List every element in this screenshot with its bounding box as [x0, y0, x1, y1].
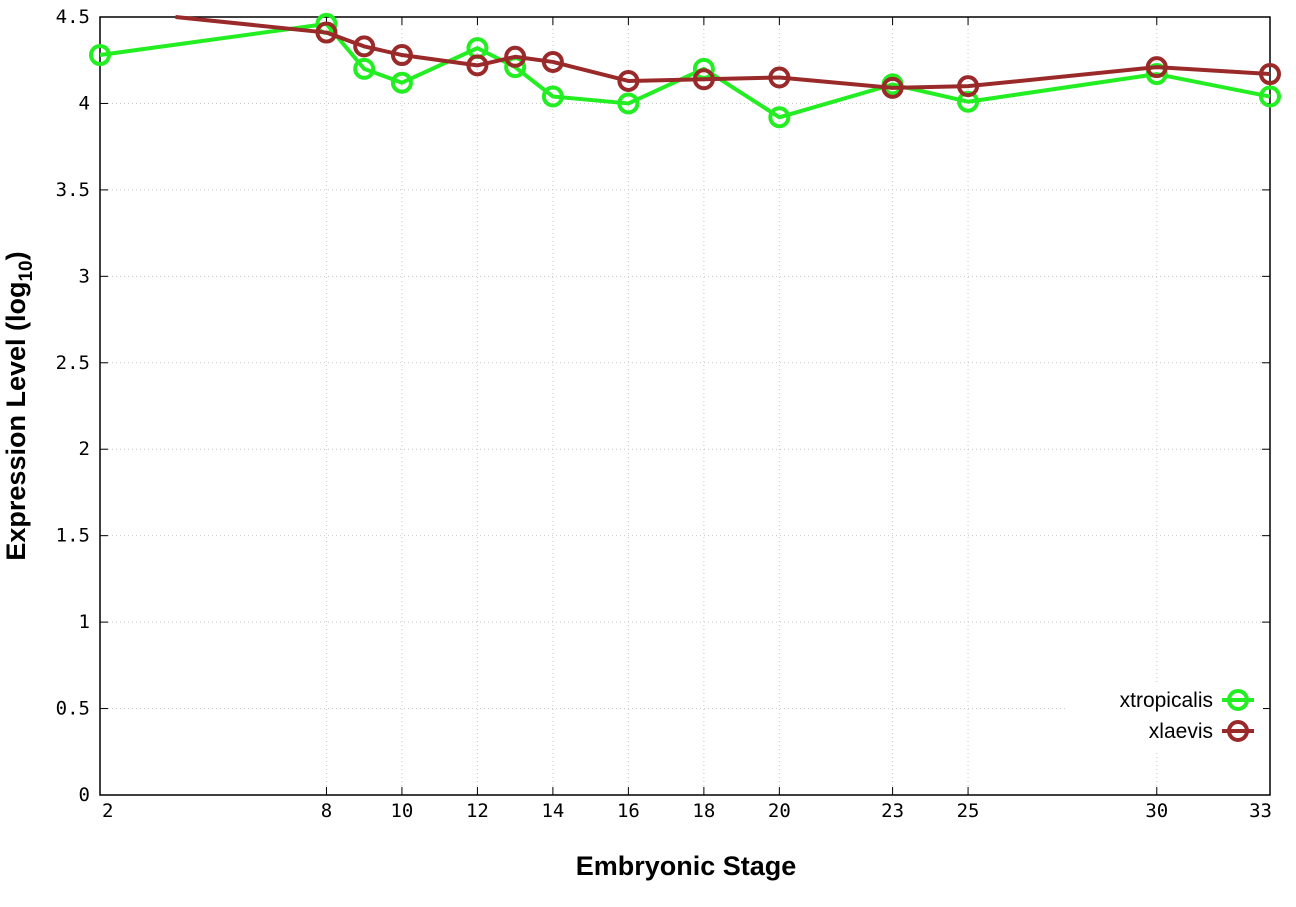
- legend: xtropicalis xlaevis: [1068, 682, 1263, 752]
- data-point-xtropicalis: [541, 85, 564, 108]
- y-tick-label: 2: [79, 438, 90, 460]
- grid-lines: [100, 17, 1270, 795]
- data-point-xlaevis: [1259, 63, 1281, 86]
- y-axis-title-subscript: 10: [16, 260, 37, 281]
- data-point-xlaevis: [541, 50, 564, 73]
- y-tick-label: 0: [79, 784, 90, 806]
- data-point-xlaevis: [353, 35, 376, 58]
- y-axis-title: Expression Level (log10): [1, 251, 37, 560]
- legend-marker-xtropicalis: [1227, 689, 1249, 711]
- data-point-xlaevis: [768, 66, 791, 89]
- x-tick-label: 8: [321, 800, 332, 822]
- legend-marker-xlaevis: [1227, 720, 1249, 742]
- y-tick-label: 4: [79, 92, 90, 114]
- y-tick-label: 3.5: [56, 179, 90, 201]
- data-point-xtropicalis: [390, 71, 413, 94]
- data-point-xlaevis: [881, 76, 904, 99]
- data-point-xtropicalis: [1145, 63, 1168, 86]
- series-layer: [89, 12, 1281, 129]
- data-point-xtropicalis: [957, 90, 980, 113]
- x-tick-label: 30: [1145, 800, 1168, 822]
- x-tick-label: 2: [102, 800, 113, 822]
- legend-label-xtropicalis: xtropicalis: [1120, 689, 1213, 712]
- y-tick-label: 1: [79, 611, 90, 633]
- x-tick-label: 16: [617, 800, 640, 822]
- x-tick-label: 10: [390, 800, 413, 822]
- data-point-xtropicalis: [617, 92, 640, 115]
- data-point-xlaevis: [390, 44, 413, 67]
- y-tick-label: 2.5: [56, 352, 90, 374]
- y-tick-label: 3: [79, 265, 90, 287]
- data-point-xlaevis: [617, 69, 640, 92]
- y-tick-labels: 0 0.5 1 1.5 2 2.5 3 3.5 4 4.5: [56, 6, 90, 806]
- x-tick-label: 23: [881, 800, 904, 822]
- data-point-xlaevis: [466, 54, 489, 77]
- y-tick-label: 4.5: [56, 6, 90, 28]
- x-tick-label: 14: [541, 800, 564, 822]
- x-tick-labels: 2 8 10 12 14 16 18 20 23 25 30 33: [102, 800, 1272, 822]
- data-point-xlaevis: [692, 68, 715, 91]
- x-axis-title: Embryonic Stage: [576, 851, 797, 881]
- x-tick-label: 20: [768, 800, 791, 822]
- data-point-xtropicalis: [89, 44, 111, 67]
- legend-label-xlaevis: xlaevis: [1149, 720, 1213, 743]
- series-xtropicalis: [89, 12, 1281, 129]
- data-point-xlaevis: [504, 45, 527, 68]
- series-line-xtropicalis: [99, 21, 1271, 120]
- y-tick-label: 0.5: [56, 698, 90, 720]
- data-point-xtropicalis: [1259, 85, 1281, 108]
- y-axis-title-close: ): [1, 251, 31, 260]
- x-tick-label: 25: [957, 800, 980, 822]
- y-axis-title-main: Expression Level (log: [1, 282, 31, 561]
- series-xlaevis: [175, 15, 1281, 99]
- data-point-xlaevis: [315, 21, 338, 44]
- plot-frame: [99, 16, 1271, 796]
- x-tick-label: 33: [1249, 800, 1272, 822]
- tick-marks: [99, 16, 1271, 796]
- x-tick-label: 12: [466, 800, 489, 822]
- x-tick-label: 18: [692, 800, 715, 822]
- data-point-xlaevis: [1145, 56, 1168, 79]
- data-point-xtropicalis: [353, 57, 376, 80]
- series-line-xlaevis: [175, 15, 1271, 90]
- y-tick-label: 1.5: [56, 525, 90, 547]
- data-point-xtropicalis: [768, 106, 791, 129]
- data-point-xlaevis: [957, 75, 980, 98]
